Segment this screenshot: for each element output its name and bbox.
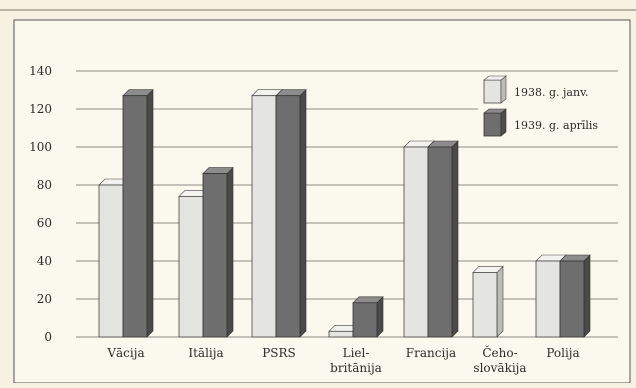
y-axis: 0 20 40 60 80 100 120 140 — [29, 64, 52, 344]
bar-1939-4 — [427, 140, 459, 338]
gridlines — [76, 70, 618, 338]
category-label: Polija — [546, 346, 579, 360]
category-labels: Vācija Itālija PSRS Liel-britānija Francija Č… — [106, 344, 579, 375]
category-label: Francija — [406, 346, 456, 360]
category-label: Vācija — [106, 346, 144, 360]
y-tick-label: 100 — [29, 140, 52, 154]
category-label: Itālija — [188, 346, 223, 360]
legend-swatch-1 — [483, 75, 507, 104]
category-label: PSRS — [262, 346, 296, 360]
legend: 1938. g. janv. 1939. g. aprīlis — [478, 75, 622, 140]
legend-label-1: 1938. g. janv. — [514, 86, 588, 99]
bar-1938-5 — [472, 265, 504, 338]
y-tick-label: 80 — [37, 178, 52, 192]
bar-1939-2 — [275, 88, 307, 338]
bar-1939-0 — [122, 88, 154, 338]
bar-1939-1 — [202, 166, 234, 338]
legend-swatch-2 — [483, 108, 507, 137]
category-label: Liel- — [343, 346, 370, 360]
y-tick-label: 60 — [37, 216, 52, 230]
category-label: slovākija — [473, 361, 526, 375]
y-tick-label: 120 — [29, 102, 52, 116]
legend-label-2: 1939. g. aprīlis — [514, 119, 598, 132]
y-tick-label: 40 — [37, 254, 52, 268]
bars — [98, 88, 591, 338]
y-tick-label: 0 — [44, 330, 52, 344]
category-label: britānija — [330, 361, 382, 375]
y-tick-label: 20 — [37, 292, 52, 306]
bar-1939-6 — [559, 254, 591, 338]
category-label: Čeho- — [482, 344, 517, 360]
bar-1939-3 — [352, 296, 384, 338]
y-tick-label: 140 — [29, 64, 52, 78]
